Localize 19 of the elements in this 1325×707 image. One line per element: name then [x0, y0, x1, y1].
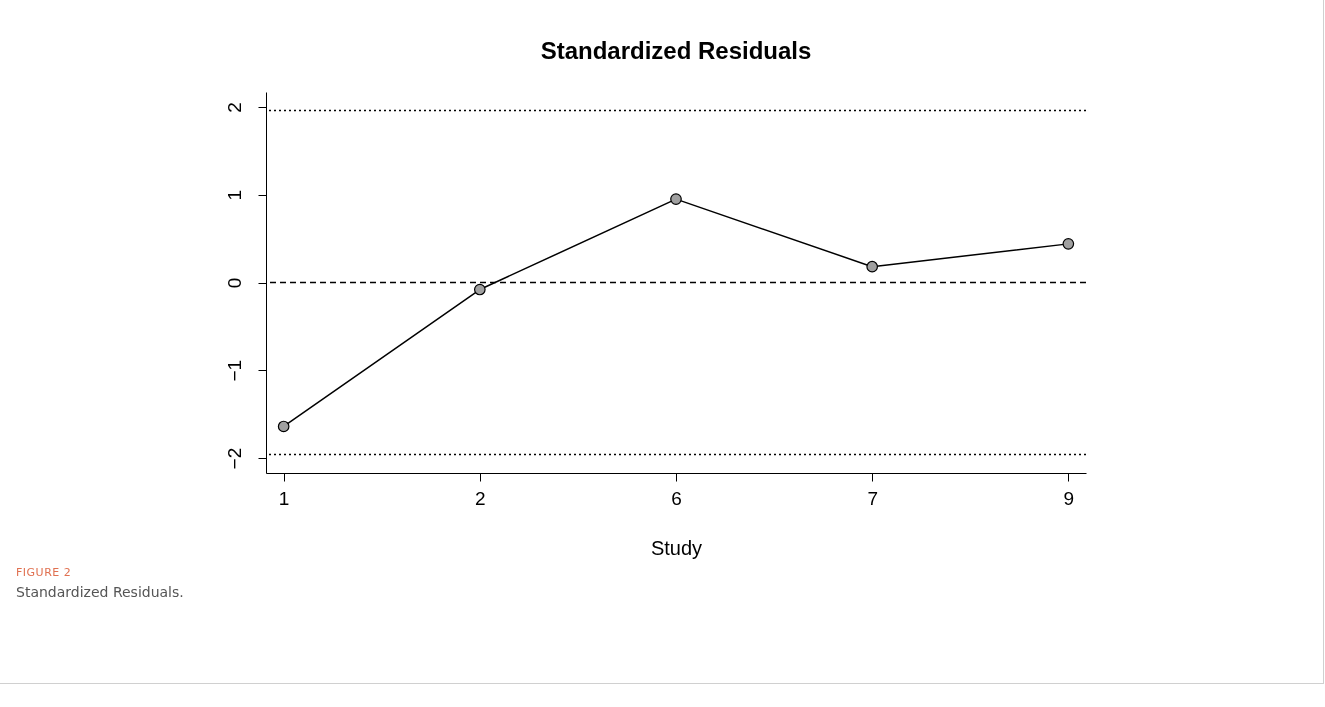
- caption: FIGURE 2: [16, 566, 73, 579]
- x-tick-label: 6: [671, 487, 682, 509]
- point: [473, 283, 486, 296]
- y-tick-label: −2: [223, 447, 245, 470]
- x-tick-label: 2: [475, 487, 486, 509]
- text: Standardized Residuals.: [16, 584, 184, 600]
- x-tick-label: 9: [1063, 487, 1075, 509]
- chart-title: Standardized Residuals: [540, 37, 812, 64]
- point: [277, 420, 290, 433]
- x-axis-title: Study: [650, 536, 703, 559]
- point: [1062, 238, 1075, 250]
- y-tick-label: 2: [223, 102, 245, 113]
- y-tick-label: −1: [223, 359, 245, 382]
- y-tick-label: 1: [223, 189, 245, 201]
- y-tick-label: 0: [223, 277, 245, 289]
- x-tick-label: 1: [278, 487, 290, 509]
- point: [866, 260, 879, 273]
- x-tick-label: 7: [867, 487, 878, 509]
- point: [670, 193, 682, 205]
